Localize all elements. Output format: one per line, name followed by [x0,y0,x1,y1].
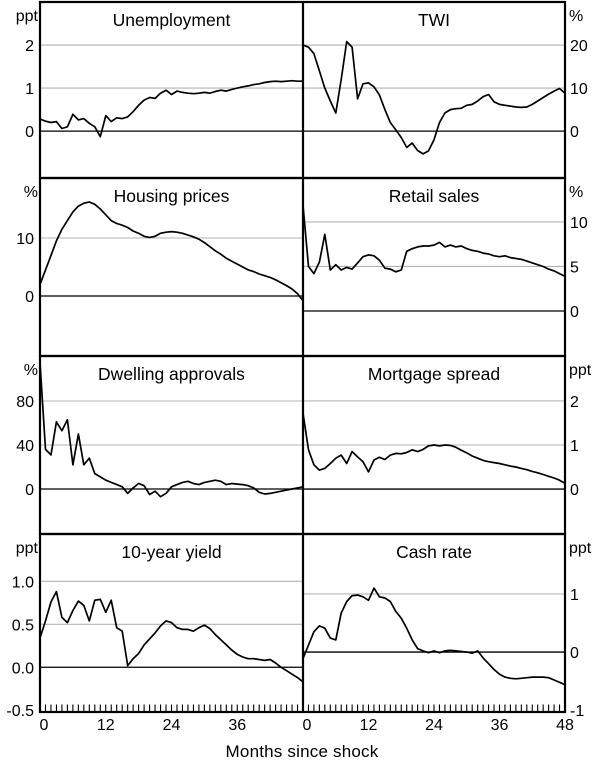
cash-rate-title: Cash rate [396,542,472,562]
panel-unemployment: 0 1 2 ppt Unemployment [16,8,303,141]
ten-year-yield-line [40,590,303,683]
x-tick-label: 0 [40,717,49,734]
y-axis-unit: ppt [16,540,39,557]
x-tick-label: 0 [303,717,312,734]
y-tick-label: 0.5 [12,617,34,634]
y-tick-label: 20 [570,38,588,55]
housing-prices-title: Housing prices [114,186,230,206]
y-tick-label: 0 [570,304,579,321]
y-tick-label: 0 [570,482,579,499]
y-tick-label: 0 [570,124,579,141]
panel-borders [38,0,567,714]
y-axis-unit: % [569,8,583,25]
y-axis-unit: ppt [569,362,592,379]
panel-dwelling-approvals: 0 40 80% Dwelling approvals [16,361,303,499]
y-tick-label: 80 [16,394,34,411]
y-tick-label: 10 [16,231,34,248]
x-tick-label: 24 [425,717,443,734]
y-tick-label: 5 [570,259,579,276]
twi-line [303,40,565,155]
y-axis-unit: ppt [16,8,39,25]
dwelling-approvals-line [40,361,303,498]
y-tick-label: -0.5 [6,703,34,720]
unemployment-title: Unemployment [113,10,231,30]
retail-sales-line [303,204,565,278]
y-tick-label: 2 [570,394,579,411]
x-tick-label: 36 [491,717,509,734]
y-tick-label: 0 [25,289,34,306]
panel-cash-rate: -1 0 1 ppt Cash rate 0 12 24 36 48 [302,540,592,734]
y-axis-unit: % [24,184,38,201]
x-tick-label: 12 [360,717,378,734]
y-tick-label: 1.0 [12,574,34,591]
x-tick-label: 12 [97,717,115,734]
unemployment-line [40,79,303,138]
y-tick-label: 0 [25,124,34,141]
y-tick-label: 1 [570,587,579,604]
y-tick-label: 0 [570,645,579,662]
housing-prices-line [40,201,303,302]
y-tick-label: 1 [25,81,34,98]
panel-retail-sales: 0 5 10% Retail sales [303,184,588,321]
panel-twi: 0 10 20% TWI [303,8,588,155]
dwelling-approvals-title: Dwelling approvals [98,364,245,384]
cash-rate-line [303,587,565,686]
panel-ten-year-yield: -0.5 0.0 0.5 1.0 ppt 10-year yield 0 12 24 36 [6,540,304,734]
y-tick-label: 1 [570,438,579,455]
x-axis-title: Months since shock [225,742,379,761]
y-tick-label: -1 [570,703,584,720]
x-tick-label: 36 [228,717,246,734]
twi-title: TWI [418,10,450,30]
x-tick-label: 48 [556,717,574,734]
y-tick-label: 10 [570,81,588,98]
ten-year-yield-title: 10-year yield [121,542,221,562]
mortgage-spread-line [303,412,565,485]
panel-housing-prices: 0 10% Housing prices [16,184,303,306]
panel-mortgage-spread: 0 1 2 ppt Mortgage spread [303,362,592,499]
retail-sales-title: Retail sales [389,186,480,206]
x-tick-label: 24 [163,717,181,734]
y-axis-unit: % [569,184,583,201]
y-tick-label: 40 [16,438,34,455]
y-tick-label: 2 [25,38,34,55]
y-tick-label: 0.0 [12,660,34,677]
mortgage-spread-title: Mortgage spread [368,364,500,384]
y-tick-label: 0 [25,482,34,499]
y-axis-unit: ppt [569,540,592,557]
y-axis-unit: % [24,362,38,379]
y-tick-label: 10 [570,215,588,232]
